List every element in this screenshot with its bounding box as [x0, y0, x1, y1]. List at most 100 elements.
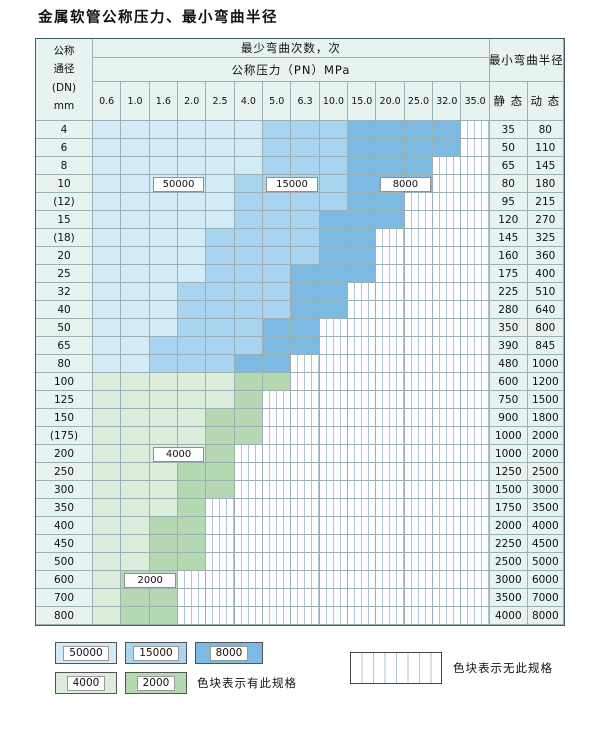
no-spec-cell — [348, 535, 377, 553]
no-spec-cell — [348, 553, 377, 571]
no-spec-cell — [404, 427, 434, 445]
pressure-tick: 1.0 — [121, 82, 150, 121]
spec-cell — [234, 229, 264, 247]
spec-cell — [149, 589, 179, 607]
spec-cell — [348, 121, 377, 139]
static-value-cell: 1750 — [489, 499, 528, 517]
static-value-cell: 2000 — [489, 517, 528, 535]
no-spec-cell — [206, 517, 235, 535]
spec-cell — [121, 157, 150, 175]
dn-cell: 15 — [36, 211, 93, 229]
no-spec-cell — [404, 409, 434, 427]
legend-swatch-8000: 8000 — [195, 642, 263, 664]
spec-cell — [121, 391, 150, 409]
no-spec-cell — [376, 247, 405, 265]
no-spec-cell — [461, 373, 490, 391]
page-title: 金属软管公称压力、最小弯曲半径 — [38, 10, 278, 26]
no-spec-cell — [376, 589, 405, 607]
spec-cell — [121, 445, 150, 463]
spec-cell — [149, 517, 179, 535]
no-spec-cell — [404, 355, 434, 373]
no-spec-cell — [348, 301, 377, 319]
no-spec-cell — [234, 481, 264, 499]
dynamic-value-cell: 800 — [527, 319, 564, 337]
spec-cell — [178, 535, 207, 553]
spec-cell — [348, 193, 377, 211]
no-spec-cell — [376, 607, 405, 625]
no-spec-cell — [291, 517, 320, 535]
no-spec-cell — [291, 409, 320, 427]
dn-cell: 100 — [36, 373, 93, 391]
no-spec-cell — [461, 409, 490, 427]
dynamic-value-cell: 8000 — [527, 607, 564, 625]
spec-cell — [263, 121, 292, 139]
static-value-cell: 4000 — [489, 607, 528, 625]
no-spec-cell — [433, 535, 462, 553]
spec-cell — [178, 265, 207, 283]
spec-cell — [93, 499, 122, 517]
spec-cell — [319, 283, 349, 301]
legend-swatch-15000: 15000 — [125, 642, 187, 664]
no-spec-cell — [461, 211, 490, 229]
no-spec-cell — [348, 445, 377, 463]
no-spec-cell — [263, 535, 292, 553]
no-spec-cell — [461, 175, 490, 193]
no-spec-cell — [433, 409, 462, 427]
no-spec-cell — [404, 247, 434, 265]
spec-cell — [93, 211, 122, 229]
no-spec-cell — [404, 373, 434, 391]
spec-cell — [93, 553, 122, 571]
spec-cell — [263, 319, 292, 337]
no-spec-cell — [263, 427, 292, 445]
no-spec-cell — [433, 463, 462, 481]
has-spec-note: 色块表示有此规格 — [197, 676, 297, 690]
no-spec-cell — [291, 427, 320, 445]
no-spec-cell — [376, 319, 405, 337]
no-spec-cell — [319, 481, 349, 499]
dynamic-value-cell: 2000 — [527, 427, 564, 445]
dynamic-value-cell: 2500 — [527, 463, 564, 481]
spec-cell — [234, 121, 264, 139]
spec-cell — [178, 319, 207, 337]
spec-cell — [263, 337, 292, 355]
static-value-cell: 750 — [489, 391, 528, 409]
no-spec-cell — [348, 409, 377, 427]
no-spec-cell — [291, 499, 320, 517]
no-spec-cell — [461, 427, 490, 445]
no-spec-cell — [461, 193, 490, 211]
spec-cell — [121, 517, 150, 535]
no-spec-cell — [348, 319, 377, 337]
no-spec-cell — [234, 571, 264, 589]
spec-cell — [121, 229, 150, 247]
spec-cell — [291, 139, 320, 157]
spec-cell — [93, 589, 122, 607]
cycle-count-label: 4000 — [152, 447, 205, 462]
no-spec-cell — [461, 265, 490, 283]
spec-cell — [178, 427, 207, 445]
no-spec-cell — [234, 589, 264, 607]
spec-cell — [93, 193, 122, 211]
dn-cell: 4 — [36, 121, 93, 139]
dynamic-value-cell: 180 — [527, 175, 564, 193]
spec-cell — [149, 391, 179, 409]
spec-cell — [121, 499, 150, 517]
spec-cell — [149, 265, 179, 283]
no-spec-cell — [376, 427, 405, 445]
no-spec-cell — [404, 553, 434, 571]
spec-cell — [291, 121, 320, 139]
spec-cell — [263, 157, 292, 175]
spec-table: 公称 通径 (DN) mm 最少弯曲次数，次 最小弯曲半径 公称压力（PN）MP… — [35, 38, 565, 626]
no-spec-cell — [433, 571, 462, 589]
dn-cell: 500 — [36, 553, 93, 571]
spec-cell — [433, 121, 462, 139]
pressure-tick: 10.0 — [319, 82, 349, 121]
spec-cell — [404, 121, 434, 139]
dn-cell: 32 — [36, 283, 93, 301]
no-spec-cell — [376, 391, 405, 409]
dynamic-value-cell: 215 — [527, 193, 564, 211]
spec-cell — [234, 337, 264, 355]
static-value-cell: 3000 — [489, 571, 528, 589]
spec-cell — [291, 283, 320, 301]
dynamic-value-cell: 270 — [527, 211, 564, 229]
no-spec-cell — [376, 535, 405, 553]
